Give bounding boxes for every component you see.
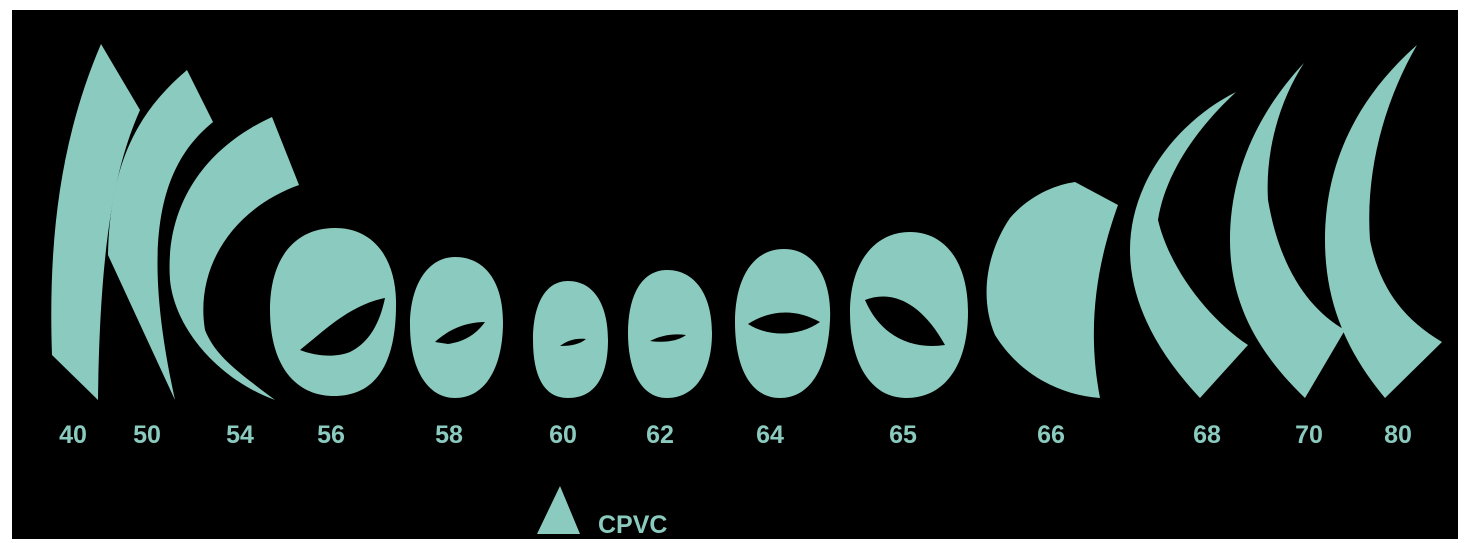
shape-58: [410, 257, 503, 398]
shape-60: [533, 281, 608, 398]
size-label-64: 64: [756, 421, 784, 449]
size-label-68: 68: [1193, 421, 1221, 449]
size-label-66: 66: [1037, 421, 1065, 449]
size-label-54: 54: [226, 421, 254, 449]
shape-68: [1130, 92, 1248, 398]
size-label-60: 60: [549, 421, 577, 449]
size-label-70: 70: [1295, 421, 1323, 449]
size-label-50: 50: [133, 421, 161, 449]
size-label-58: 58: [435, 421, 463, 449]
size-label-40: 40: [59, 421, 87, 449]
size-label-65: 65: [889, 421, 917, 449]
shape-70: [1230, 63, 1345, 398]
shape-62: [628, 270, 712, 398]
shape-66: [986, 182, 1118, 398]
shape-50: [108, 70, 213, 400]
shape-56: [270, 228, 397, 396]
shape-40: [51, 44, 140, 400]
size-label-56: 56: [317, 421, 345, 449]
diagram-panel: [12, 10, 1458, 539]
shape-54: [169, 117, 299, 400]
shape-65: [850, 232, 968, 398]
triangle-icon: [537, 486, 580, 534]
shape-80: [1325, 45, 1442, 398]
size-label-80: 80: [1384, 421, 1412, 449]
legend-label: CPVC: [598, 511, 667, 539]
size-label-62: 62: [646, 421, 674, 449]
shape-64: [735, 249, 831, 398]
